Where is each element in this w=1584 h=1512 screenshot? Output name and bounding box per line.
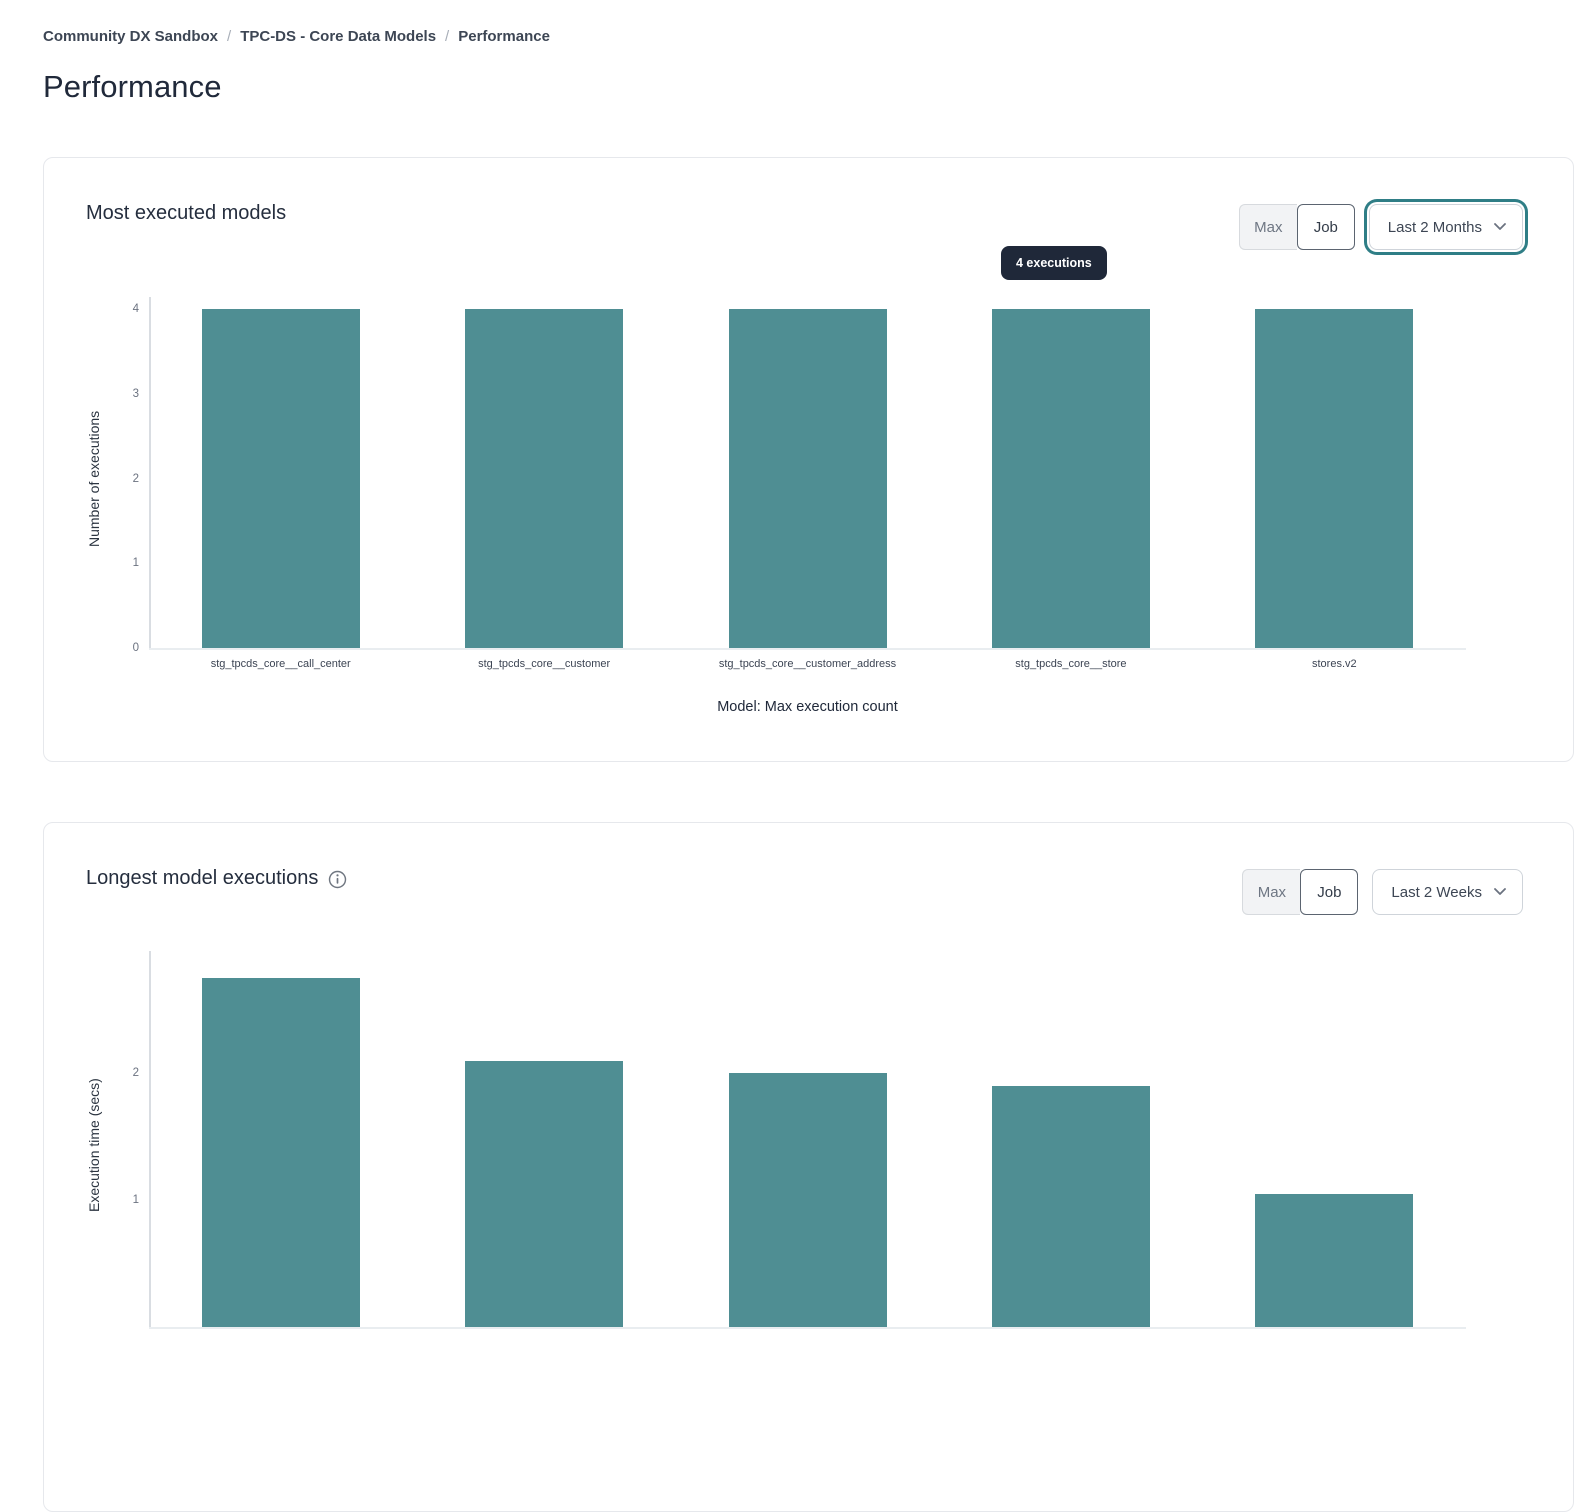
y-tick-label: 4 xyxy=(132,303,139,315)
breadcrumb-item-tpcds-core-data-models[interactable]: TPC-DS - Core Data Models xyxy=(240,28,437,45)
x-axis-title: Model: Max execution count xyxy=(717,699,898,715)
x-axis-line xyxy=(149,647,1466,650)
y-tick-label: 3 xyxy=(132,387,139,400)
breadcrumb-item-community-dx-sandbox[interactable]: Community DX Sandbox xyxy=(43,28,219,45)
time-range-dropdown[interactable]: Last 2 Weeks xyxy=(1372,869,1523,915)
y-tick-label: 0 xyxy=(132,642,139,654)
breadcrumb: Community DX Sandbox / TPC-DS - Core Dat… xyxy=(43,0,1574,45)
x-category-label: stg_tpcds_core__store xyxy=(1015,658,1127,670)
bar[interactable] xyxy=(991,1086,1150,1327)
y-axis-line xyxy=(149,951,151,1327)
bar-slot xyxy=(149,309,412,648)
bar[interactable] xyxy=(1255,309,1414,648)
y-tick-label: 1 xyxy=(132,1194,139,1207)
bars-container xyxy=(149,309,1466,648)
bar-slot xyxy=(676,963,939,1327)
chevron-down-icon xyxy=(1494,223,1506,230)
longest-model-executions-card: Longest model executions Max Job Last 2 … xyxy=(43,822,1574,1512)
x-category-label: stg_tpcds_core__customer xyxy=(478,658,611,670)
bar-slot xyxy=(939,309,1202,648)
breadcrumb-separator: / xyxy=(227,28,232,45)
bars-container xyxy=(149,963,1466,1327)
toggle-max-button[interactable]: Max xyxy=(1238,204,1297,250)
bar-slot xyxy=(1203,309,1466,648)
card-title-most-executed-models: Most executed models xyxy=(86,202,287,224)
toggle-max-button[interactable]: Max xyxy=(1242,869,1301,915)
chart-controls: Max Job Last 2 Weeks xyxy=(1242,869,1523,915)
bar[interactable] xyxy=(991,309,1150,648)
bar-slot xyxy=(1203,963,1466,1327)
y-axis-line xyxy=(149,297,151,648)
bar[interactable] xyxy=(201,978,360,1327)
bar-slot xyxy=(412,963,675,1327)
x-category-labels: stg_tpcds_core__call_center stg_tpcds_cor… xyxy=(149,658,1466,670)
breadcrumb-item-performance: Performance xyxy=(458,28,550,45)
bar[interactable] xyxy=(465,1060,624,1327)
bar[interactable] xyxy=(728,1073,887,1327)
x-category-label: stores.v2 xyxy=(1312,658,1357,670)
y-tick-label: 2 xyxy=(132,472,139,485)
chart-controls: Max Job Last 2 Months xyxy=(1238,204,1523,250)
chevron-down-icon xyxy=(1494,888,1506,895)
y-tick-label: 2 xyxy=(132,1067,139,1080)
x-category-label: stg_tpcds_core__customer_address xyxy=(718,658,897,670)
bar-slot xyxy=(676,309,939,648)
bar[interactable] xyxy=(201,309,360,648)
y-axis-label: Execution time (secs) xyxy=(86,1078,102,1212)
time-range-value: Last 2 Months xyxy=(1387,218,1482,236)
toggle-job-button[interactable]: Job xyxy=(1300,869,1359,915)
time-range-value: Last 2 Weeks xyxy=(1391,883,1482,901)
plot-area: 0 1 2 3 4 xyxy=(133,297,1466,654)
y-axis-label: Number of executions xyxy=(86,410,102,547)
info-icon[interactable] xyxy=(328,870,347,889)
bar-slot xyxy=(412,309,675,648)
toggle-job-button[interactable]: Job xyxy=(1296,204,1355,250)
bar-slot xyxy=(939,963,1202,1327)
card-title-longest-model-executions: Longest model executions xyxy=(86,867,319,889)
time-range-dropdown[interactable]: Last 2 Months xyxy=(1368,204,1523,250)
bar[interactable] xyxy=(1255,1193,1414,1327)
breadcrumb-separator: / xyxy=(445,28,450,45)
bar-slot xyxy=(149,963,412,1327)
bar-tooltip: 4 executions xyxy=(1001,246,1107,280)
max-job-toggle: Max Job xyxy=(1238,204,1355,250)
most-executed-models-card: Most executed models Max Job Last 2 Mont… xyxy=(43,157,1574,762)
bar[interactable] xyxy=(728,309,887,648)
page-title: Performance xyxy=(43,69,222,104)
y-tick-label: 1 xyxy=(132,557,139,570)
x-category-label: stg_tpcds_core__call_center xyxy=(210,658,351,670)
max-job-toggle: Max Job xyxy=(1242,869,1359,915)
bar[interactable] xyxy=(465,309,624,648)
